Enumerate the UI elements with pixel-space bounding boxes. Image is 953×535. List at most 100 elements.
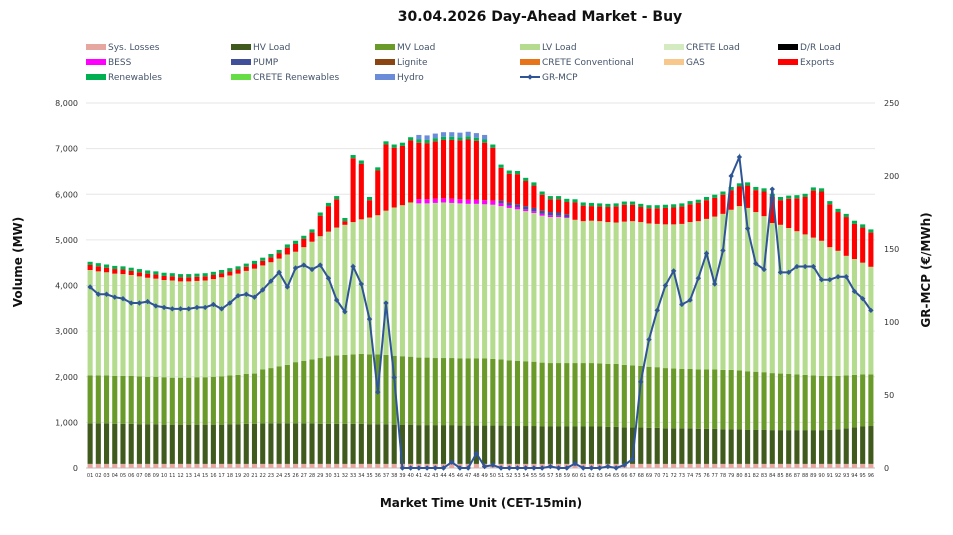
bar-segment — [416, 139, 422, 143]
bar-segment — [851, 259, 858, 375]
bar-segment — [588, 206, 595, 221]
price-point — [309, 266, 315, 273]
bar-segment — [440, 132, 447, 137]
bar-segment — [186, 424, 192, 464]
bar-segment — [671, 463, 677, 468]
bar-segment — [761, 429, 767, 464]
bar-segment — [227, 271, 233, 276]
bar-segment — [794, 231, 800, 375]
bar-segment — [539, 362, 545, 427]
bar-segment — [325, 202, 332, 207]
price-point — [646, 336, 652, 343]
bar-segment — [120, 463, 126, 468]
x-tick-label: 45 — [449, 473, 455, 479]
bar-segment — [745, 429, 751, 464]
price-point — [333, 297, 340, 303]
bar-stack-27 — [301, 235, 307, 468]
bar-stack-56 — [539, 191, 545, 468]
bar-stack-52 — [506, 170, 512, 468]
bar-stack-33 — [350, 155, 356, 468]
bar-segment — [416, 142, 422, 200]
price-point — [227, 300, 233, 306]
bar-stack-58 — [556, 196, 562, 468]
bar-stack-19 — [235, 266, 241, 468]
bar-segment — [769, 222, 775, 374]
x-tick-label: 41 — [416, 473, 422, 479]
bar-segment — [588, 426, 595, 464]
bar-segment — [120, 375, 126, 424]
bar-stack-84 — [769, 193, 775, 468]
price-point — [95, 291, 102, 297]
x-tick-label: 07 — [136, 473, 142, 479]
bar-segment — [679, 428, 685, 464]
bar-stack-13 — [186, 274, 192, 468]
x-tick-label: 01 — [87, 473, 93, 479]
bar-stack-39 — [399, 142, 405, 468]
price-point — [572, 460, 578, 467]
bar-segment — [703, 200, 710, 219]
bar-stack-08 — [145, 270, 151, 468]
bar-segment — [802, 430, 808, 464]
bar-segment — [851, 427, 858, 464]
legend-label: CRETE Load — [686, 43, 740, 53]
bar-segment — [654, 463, 660, 468]
bar-segment — [514, 170, 521, 175]
x-tick-label: 61 — [580, 473, 586, 479]
x-tick-label: 06 — [128, 473, 134, 479]
price-point — [465, 465, 471, 471]
bar-segment — [786, 198, 792, 229]
bar-segment — [802, 196, 808, 235]
bar-segment — [325, 463, 332, 468]
bar-stack-49 — [482, 134, 488, 468]
bar-segment — [227, 463, 233, 468]
bar-segment — [112, 273, 118, 376]
bar-stack-94 — [851, 220, 858, 468]
bar-segment — [523, 206, 529, 210]
bar-stack-26 — [293, 240, 299, 468]
bar-segment — [284, 244, 290, 248]
price-point — [662, 282, 669, 289]
x-tick-label: 96 — [868, 473, 874, 479]
bar-segment — [120, 269, 126, 275]
bar-segment — [769, 430, 775, 464]
bar-segment — [671, 204, 677, 208]
bar-segment — [317, 212, 323, 216]
bar-segment — [136, 376, 142, 425]
bar-segment — [87, 261, 93, 265]
price-point — [87, 284, 93, 290]
bar-segment — [860, 374, 866, 427]
price-point — [144, 298, 151, 305]
bar-segment — [186, 281, 192, 378]
x-tick-label: 25 — [284, 473, 290, 479]
bar-segment — [547, 212, 553, 216]
x-tick-label: 77 — [712, 473, 718, 479]
bar-segment — [325, 231, 332, 357]
bar-segment — [843, 213, 849, 218]
bar-segment — [284, 463, 290, 468]
bar-segment — [342, 463, 348, 468]
bar-segment — [769, 196, 775, 223]
bar-segment — [112, 423, 118, 464]
bar-segment — [210, 279, 216, 377]
legend-swatch — [375, 59, 395, 65]
bar-segment — [547, 217, 553, 364]
bar-segment — [194, 280, 200, 378]
bar-stack-16 — [210, 271, 216, 468]
x-tick-label: 71 — [662, 473, 668, 479]
bar-segment — [843, 463, 849, 468]
price-point — [835, 274, 841, 280]
x-tick-label: 38 — [391, 473, 397, 479]
bar-segment — [350, 155, 356, 159]
y-axis-title: Volume (MW) — [11, 217, 25, 308]
bar-stack-77 — [712, 194, 718, 468]
bar-segment — [695, 463, 701, 468]
legend-item: Renewables — [86, 73, 162, 83]
bar-segment — [695, 202, 701, 222]
bar-segment — [810, 237, 816, 376]
bar-stack-81 — [745, 182, 751, 468]
bar-segment — [810, 430, 816, 464]
bar-segment — [219, 277, 225, 377]
bar-segment — [761, 372, 767, 430]
bar-segment — [851, 220, 858, 224]
legend-label: CRETE Conventional — [542, 58, 634, 68]
